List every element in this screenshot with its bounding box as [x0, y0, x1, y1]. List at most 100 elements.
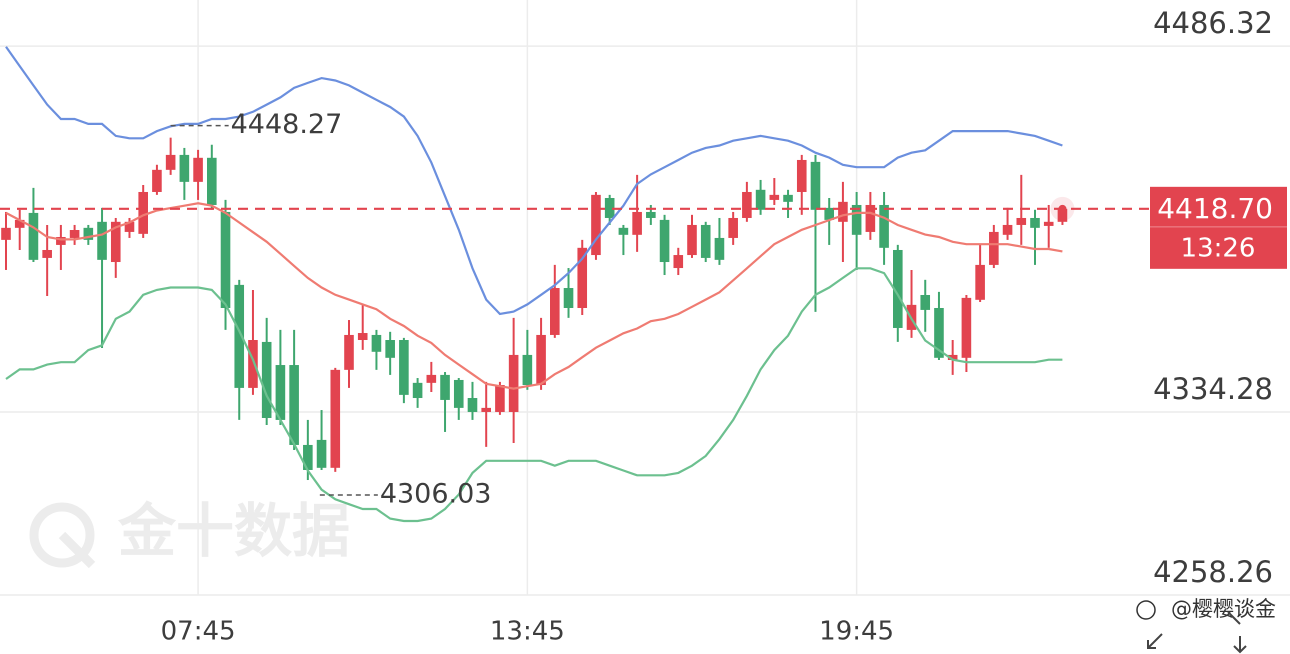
candle-body	[769, 194, 780, 200]
candle-body	[824, 207, 834, 220]
candle-body	[303, 444, 313, 470]
candle-body	[755, 189, 766, 210]
candle-body	[700, 224, 711, 258]
candle-body	[357, 333, 368, 341]
candle-body	[687, 224, 697, 256]
watermark-logo	[29, 502, 96, 569]
x-tick-label: 13:45	[490, 617, 565, 647]
candle-body	[522, 354, 533, 386]
candle-body	[563, 288, 574, 308]
candle-body	[673, 255, 684, 269]
candle-body	[865, 204, 876, 232]
candle-body	[1, 227, 11, 240]
candle-body	[110, 221, 121, 263]
candle-body	[1016, 217, 1027, 225]
candle-body	[618, 227, 629, 235]
candle-body	[810, 161, 821, 210]
candle-body	[879, 204, 889, 248]
down-icon	[1233, 636, 1247, 654]
candle-body	[783, 194, 793, 202]
band-line	[5, 202, 1063, 390]
last-price-label: 4418.70	[1157, 192, 1273, 225]
candle-body	[1030, 217, 1040, 228]
candle-body	[344, 334, 354, 370]
candle-body	[385, 340, 395, 358]
candle-body	[193, 157, 203, 182]
candle-body	[207, 157, 217, 205]
candle-body	[947, 354, 958, 360]
low-marker-label: 4306.03	[380, 479, 492, 510]
y-tick-label: 4258.26	[1153, 555, 1273, 589]
candle-body	[508, 354, 519, 412]
expand-icon	[1147, 611, 1241, 649]
candle-body	[536, 334, 546, 386]
x-tick-label: 07:45	[161, 617, 236, 647]
x-tick-label: 19:45	[819, 617, 894, 647]
candle-body	[371, 334, 382, 352]
candle-body	[728, 217, 738, 238]
candle-body	[426, 374, 437, 383]
candle-body	[920, 294, 931, 310]
candle-body	[550, 288, 560, 335]
candle-body	[467, 398, 478, 412]
candle-body	[838, 201, 848, 222]
candle-body	[42, 249, 52, 258]
price-tag	[1150, 186, 1287, 269]
candle-body	[138, 191, 148, 234]
candle-body	[495, 385, 505, 412]
candle-body	[56, 236, 66, 245]
candle-body	[481, 407, 491, 412]
band-line	[5, 267, 1063, 523]
candle-body	[796, 159, 807, 192]
candle-body	[604, 197, 615, 218]
candle-body	[591, 194, 601, 256]
candle-body	[220, 211, 231, 308]
candle-body	[646, 211, 656, 218]
y-tick-label: 4486.32	[1153, 6, 1273, 40]
candle-body	[714, 237, 725, 260]
candle-body	[989, 231, 999, 265]
candle-body	[28, 212, 39, 260]
candle-body	[14, 219, 25, 228]
band-line	[5, 46, 1063, 316]
candle-body	[1057, 208, 1068, 222]
candle-body	[124, 221, 135, 232]
candle-body	[152, 169, 162, 192]
candle-body	[179, 154, 190, 182]
candle-body	[289, 365, 299, 445]
candle-body	[97, 221, 107, 260]
countdown: 13:26	[1181, 233, 1256, 263]
candle-body	[1002, 224, 1013, 235]
y-tick-label: 4334.28	[1153, 372, 1273, 406]
watermark: 金十数据	[118, 497, 350, 565]
candle-body	[316, 439, 327, 468]
candle-body	[234, 284, 245, 388]
candle-body	[83, 227, 94, 240]
candle-body	[261, 341, 272, 418]
candle-body	[453, 379, 464, 408]
candle-body	[330, 369, 341, 468]
high-marker-label: 4448.27	[231, 109, 343, 140]
candle-body	[742, 191, 752, 218]
candle-body	[440, 374, 450, 400]
candle-body	[632, 211, 642, 235]
candle-body	[893, 249, 903, 328]
candle-body	[412, 382, 423, 399]
candle-body	[69, 230, 80, 238]
candle-body	[577, 247, 588, 308]
credit: @樱樱谈金	[1171, 597, 1276, 621]
candle-body	[851, 204, 862, 235]
candle-body	[934, 307, 944, 358]
candle-body	[1043, 221, 1054, 226]
candle-body	[961, 297, 972, 358]
candle-body	[399, 340, 409, 395]
candle-body	[275, 365, 286, 420]
last-price-dot	[1058, 204, 1067, 213]
candle-body	[975, 264, 985, 300]
credit-icon	[1136, 600, 1156, 620]
candle-body	[248, 340, 258, 388]
candle-body	[659, 219, 670, 263]
candle-body	[165, 154, 176, 170]
